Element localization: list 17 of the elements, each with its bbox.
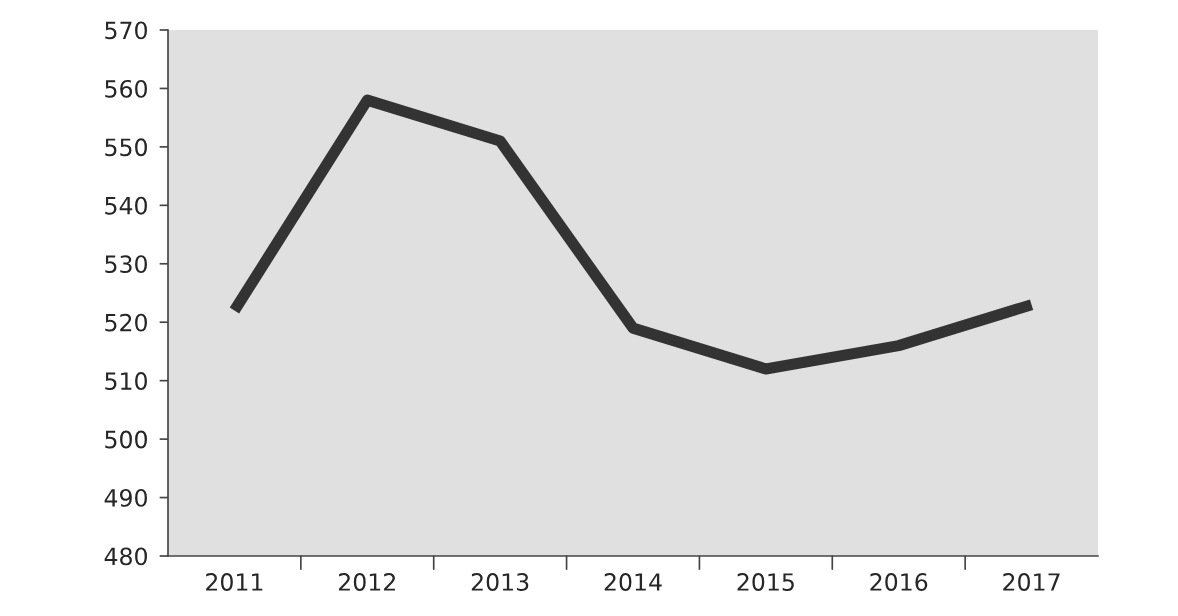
- x-tick-label: 2011: [206, 573, 263, 591]
- x-tick-label: 2015: [737, 573, 794, 591]
- x-tick-label: 2013: [471, 573, 529, 591]
- y-tick-label: 540: [105, 196, 147, 215]
- y-tick-label: 480: [104, 547, 147, 566]
- y-tick-label: 500: [105, 430, 147, 449]
- x-tick-label: 2014: [604, 573, 662, 591]
- y-tick-label: 490: [104, 489, 147, 507]
- y-tick-label: 530: [105, 255, 147, 274]
- x-tick-label: 2012: [338, 573, 395, 591]
- x-tick-label: 2016: [870, 573, 928, 591]
- y-tick-label: 570: [105, 21, 147, 40]
- y-tick-label: 560: [105, 79, 147, 98]
- y-tick-label: 520: [105, 313, 147, 332]
- y-tick-label: 550: [105, 138, 147, 157]
- x-tick-label: 2017: [1003, 573, 1060, 591]
- y-tick-label: 510: [105, 372, 147, 390]
